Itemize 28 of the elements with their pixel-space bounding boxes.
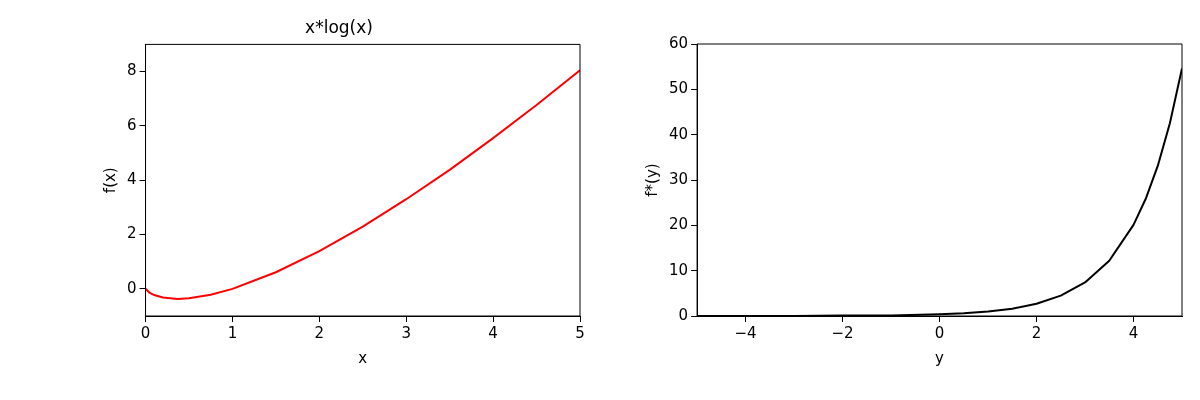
x-tick-label: 4 [1128, 323, 1139, 342]
y-tick-label: 10 [668, 260, 689, 279]
y-tick-label: 30 [668, 169, 689, 188]
x-tick-label: 0 [140, 323, 151, 342]
x-axis-title: y [935, 348, 945, 367]
x-tick-label: 2 [314, 323, 325, 342]
y-axis-title: f*(y) [642, 163, 661, 197]
y-tick-label: 0 [678, 305, 689, 324]
y-tick-label: 50 [668, 79, 689, 98]
y-tick-label: 4 [127, 170, 137, 189]
x-tick-label: 3 [401, 323, 411, 342]
x-axis-title: x [358, 348, 368, 367]
x-tick-label: −2 [831, 323, 854, 342]
x-tick-label: −4 [734, 323, 757, 342]
x-tick-label: 4 [488, 323, 498, 342]
y-tick-label: 0 [127, 278, 137, 297]
y-tick-label: 20 [668, 215, 689, 234]
chart-title: x*log(x) [305, 16, 373, 37]
y-tick-label: 6 [127, 115, 137, 134]
y-tick-label: 40 [668, 124, 689, 143]
y-tick-label: 2 [127, 224, 137, 243]
y-tick-label: 60 [668, 33, 689, 52]
y-tick-label: 8 [127, 61, 137, 80]
x-tick-label: 0 [934, 323, 945, 342]
x-tick-label: 2 [1031, 323, 1042, 342]
x-tick-label: 1 [227, 323, 238, 342]
y-axis-title: f(x) [100, 167, 119, 194]
x-tick-label: 5 [575, 323, 585, 342]
